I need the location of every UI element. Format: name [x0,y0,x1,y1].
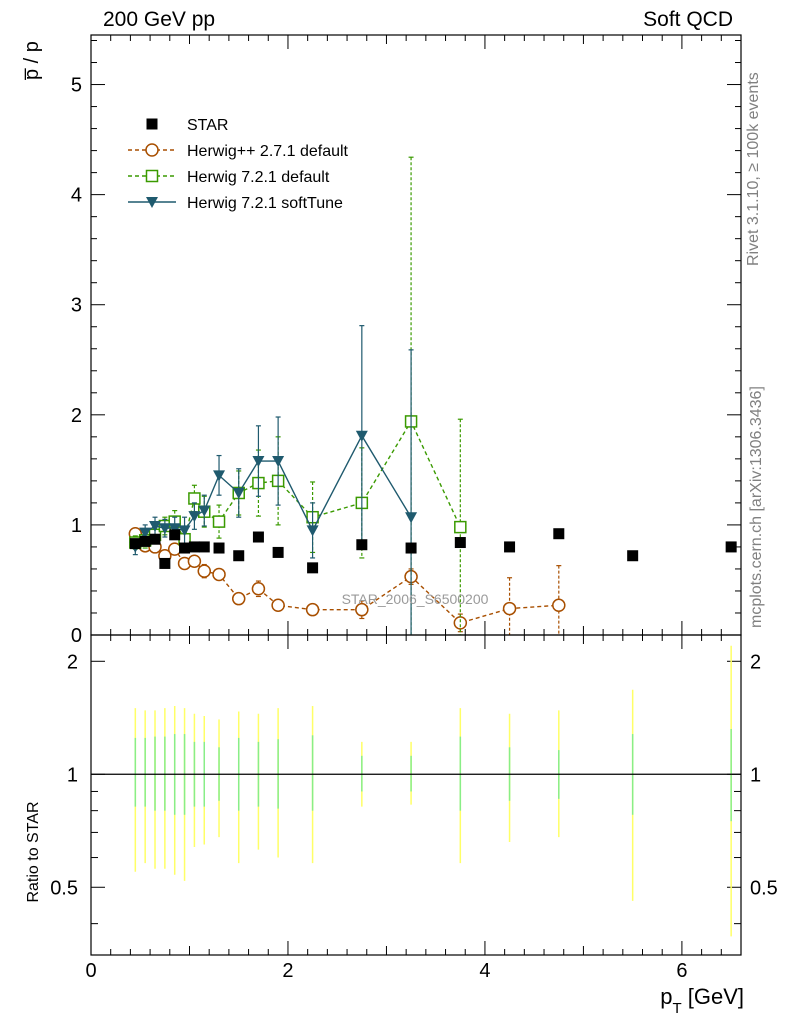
data-point [272,456,285,468]
series-herwig-7-2-1-softtune [129,325,418,635]
plot-title-right: Soft QCD [643,8,733,31]
y-tick-label: 4 [71,185,82,207]
data-point [405,542,417,554]
main-plot-panel: 0 1 2 3 4 5 [71,34,742,647]
data-point [198,505,211,517]
data-point [198,541,210,553]
data-point [188,541,200,553]
analysis-watermark: STAR_2006_S6500200 [342,591,489,607]
data-point [212,515,226,528]
x-tick-label: 0 [85,960,96,982]
data-point [553,528,565,540]
data-point [187,554,202,568]
data-point [159,557,171,569]
legend-label: Herwig++ 2.7.1 default [187,143,349,160]
data-point [405,512,418,524]
y-tick-label: 1 [71,515,82,537]
y-tick-label: 0 [71,625,82,647]
legend-marker [146,197,158,208]
series-star [129,528,737,574]
data-point [169,529,181,541]
data-point [188,511,201,523]
legend-marker [146,118,158,130]
data-point [168,523,181,535]
ratio-y-tick-label: 1 [67,764,78,786]
data-point [149,533,161,545]
legend-label: Herwig 7.2.1 softTune [187,195,343,212]
x-axis-label: pT [GeV] [660,984,744,1017]
x-tick-label: 2 [282,960,293,982]
data-point [252,531,264,543]
data-point [232,487,245,499]
x-tick-label: 4 [479,960,490,982]
legend: STAR Herwig++ 2.7.1 default Herwig 7.2.1 d… [128,117,349,212]
data-point [272,546,284,558]
legend-entry: Herwig++ 2.7.1 default [128,143,349,160]
ratio-y-tick-label-right: 2 [750,651,761,673]
y-tick-label: 2 [71,405,82,427]
data-point [233,550,245,562]
legend-marker [145,169,159,183]
data-point [197,564,212,578]
legend-entry: Herwig 7.2.1 softTune [128,195,343,212]
data-point [252,456,265,468]
legend-label: STAR [187,117,228,134]
data-point [149,521,162,533]
y-tick-label: 5 [71,75,82,97]
ratio-y-tick-label-right: 0.5 [750,877,778,899]
data-point [158,523,171,535]
ratio-y-tick-label: 0.5 [50,877,78,899]
legend-marker [145,143,159,157]
ratio-plot-panel: 0 2 4 6 0.5 0.5 1 1 2 2 [50,634,778,982]
series-line [135,419,461,544]
data-point [129,538,141,550]
ratio-y-tick-label-right: 1 [750,764,761,786]
data-point [504,541,516,553]
x-tick-label: 6 [676,960,687,982]
plot-title-left: 200 GeV pp [103,8,216,31]
legend-entry: STAR [146,117,228,134]
data-layer [128,156,737,635]
data-point [305,602,320,617]
data-point [212,567,226,582]
data-point [356,539,368,551]
data-point [454,537,466,549]
data-point [502,601,517,616]
data-point [271,598,285,613]
ratio-y-tick-label: 2 [67,651,78,673]
legend-label: Herwig 7.2.1 default [187,169,330,186]
ratio-plot-frame [90,634,742,956]
data-point [213,470,226,482]
data-point [178,525,191,537]
data-point [307,562,319,574]
data-point [231,591,246,606]
y-tick-label: 3 [71,295,82,317]
data-point [179,542,191,554]
data-point [355,602,369,617]
data-point [139,535,151,547]
ratio-y-axis-label: Ratio to STAR [25,801,42,902]
data-point [306,525,319,537]
data-point [725,541,737,553]
data-point [355,430,368,442]
y-axis-label: p̅ / p [21,41,43,80]
data-point [213,542,225,554]
data-point [627,550,639,562]
data-point [454,520,467,534]
data-point [251,582,266,596]
data-point [552,598,566,613]
data-point [139,527,152,539]
legend-entry: Herwig 7.2.1 default [128,169,330,186]
